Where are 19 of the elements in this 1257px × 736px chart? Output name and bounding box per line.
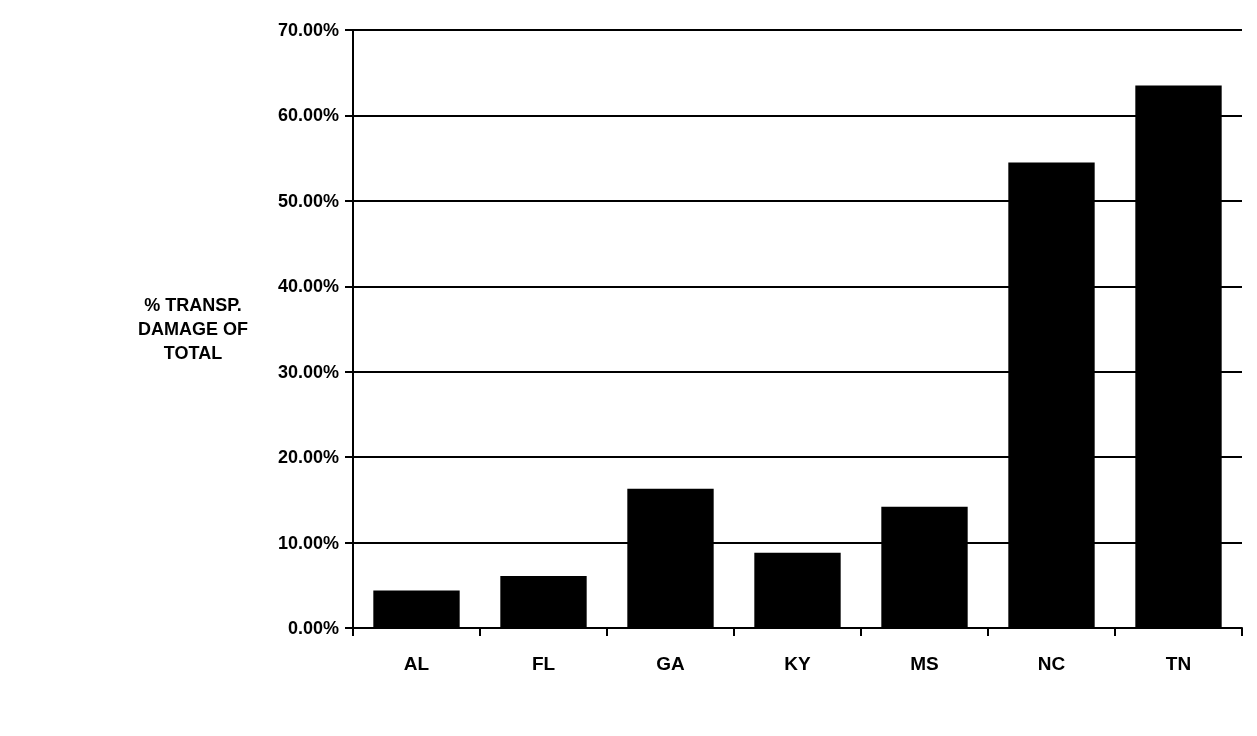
y-tick-label: 10.00%	[277, 532, 339, 553]
y-axis-title: % TRANSP. DAMAGE OF TOTAL	[138, 295, 248, 363]
y-tick-label: 60.00%	[277, 105, 339, 126]
x-tick-label: GA	[656, 653, 686, 674]
bar	[500, 575, 587, 628]
x-tick-label: MS	[910, 653, 939, 674]
bar	[373, 590, 460, 628]
y-tick-label: 50.00%	[277, 190, 339, 211]
x-tick-label: FL	[531, 653, 556, 674]
y-tick-label: 70.00%	[277, 20, 339, 40]
bar	[754, 552, 841, 628]
y-tick-label: 20.00%	[277, 447, 339, 468]
x-tick-label: NC	[1037, 653, 1066, 674]
x-tick-label: KY	[784, 653, 812, 674]
x-tick-label: AL	[403, 653, 430, 674]
y-tick-label: 0.00%	[287, 618, 339, 638]
y-tick-label: 30.00%	[277, 361, 339, 382]
y-tick-label: 40.00%	[277, 276, 339, 297]
x-tick-label: TN	[1165, 653, 1192, 674]
